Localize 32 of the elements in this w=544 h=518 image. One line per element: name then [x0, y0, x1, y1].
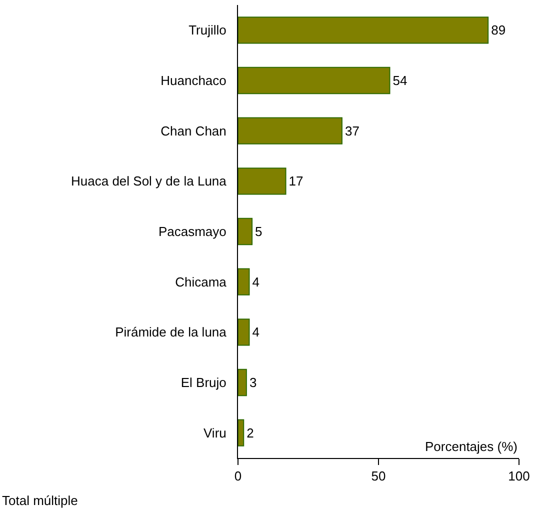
y-tick-label: Viru — [204, 425, 226, 440]
bar — [238, 117, 342, 144]
data-label: 3 — [249, 375, 257, 390]
data-label: 4 — [252, 324, 260, 340]
y-tick-label: Pirámide de la luna — [115, 324, 228, 340]
data-label: 89 — [491, 22, 506, 38]
bar — [238, 16, 489, 44]
y-tick-label: Trujillo — [188, 22, 226, 38]
data-label: 17 — [288, 174, 304, 189]
bar — [238, 168, 286, 195]
data-label: 37 — [344, 123, 360, 138]
text: Total múltiple — [2, 493, 78, 508]
bar — [238, 218, 253, 246]
bar — [238, 268, 250, 296]
x-tick-label: 50 — [371, 468, 386, 484]
y-tick-label: Huanchaco — [160, 73, 226, 88]
x-tick-label: 0 — [234, 468, 242, 484]
data-label: 2 — [246, 425, 254, 440]
bar — [238, 419, 244, 446]
bar — [238, 318, 250, 346]
x-tick-label: 100 — [508, 468, 530, 484]
bar — [238, 368, 247, 396]
y-tick-label: Chan Chan — [160, 123, 226, 138]
x-axis-title: Porcentajes (%) — [425, 439, 518, 454]
data-label: 4 — [252, 274, 260, 290]
y-tick-label: El Brujo — [180, 375, 226, 390]
y-tick-label: Huaca del Sol y de la Luna — [71, 174, 228, 189]
y-tick-label: Pacasmayo — [158, 224, 226, 240]
y-tick-label: Chicama — [175, 274, 228, 290]
bar — [238, 66, 390, 94]
data-label: 5 — [255, 224, 262, 239]
data-label: 54 — [392, 73, 408, 88]
